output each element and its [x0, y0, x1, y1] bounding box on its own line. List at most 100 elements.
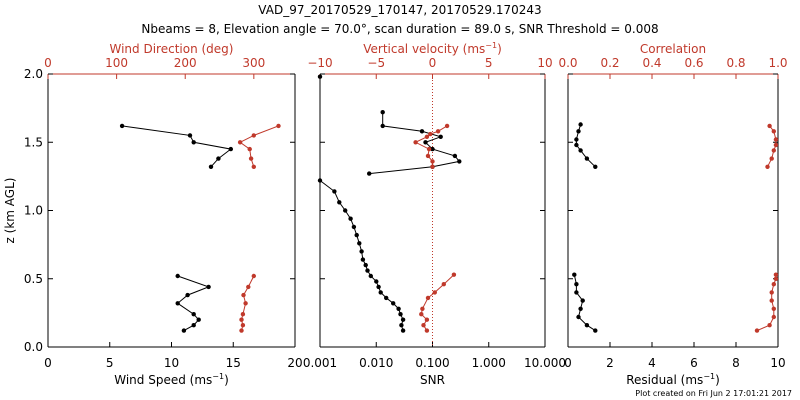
residual-panel: 0 2 4 6 8 10 0.0 0.2 0.4 0.6 0.8 1.0 Residual (ms−1)…	[558, 42, 787, 387]
data-point	[773, 142, 779, 148]
data-point	[767, 123, 772, 129]
data-point	[584, 156, 590, 161]
x-bottom-tick-label: 4	[648, 356, 656, 370]
x-top-label-tail: )	[497, 42, 502, 56]
x-top-label-text: Wind Direction (deg)	[110, 42, 234, 56]
data-point	[441, 282, 446, 287]
x-bottom-label-superscript: −1	[212, 372, 224, 381]
x-bottom-label-tail: )	[224, 373, 229, 387]
data-point	[360, 257, 366, 262]
data-point	[119, 123, 125, 129]
figure-title-line1: VAD_97_20170529_170147, 20170529.170243	[258, 3, 541, 17]
data-point	[241, 292, 246, 298]
data-point	[754, 328, 760, 333]
x-bottom-label: Wind Speed (ms−1)	[114, 372, 229, 387]
data-point	[451, 272, 457, 277]
data-point	[239, 317, 244, 322]
x-bottom-tick-label: 10	[164, 356, 179, 370]
data-point	[452, 153, 458, 159]
x-bottom-tick-label: 0	[44, 356, 52, 370]
figure-title-line2: Nbeams = 8, Elevation angle = 70.0°, sca…	[141, 22, 658, 36]
data-point	[430, 164, 435, 169]
series-line	[176, 275, 211, 332]
data-point	[593, 164, 598, 169]
data-point	[424, 317, 430, 322]
y-tick-label: 0.0	[24, 340, 43, 354]
data-point	[357, 241, 362, 246]
x-bottom-tick-label: 0.010	[359, 356, 393, 370]
x-bottom-tick-label: 0.100	[415, 356, 449, 370]
data-point	[246, 284, 251, 290]
data-point	[773, 137, 779, 142]
data-point	[765, 164, 770, 169]
data-point	[426, 146, 432, 152]
data-point	[398, 312, 403, 317]
x-bottom-label-superscript: −1	[703, 372, 715, 381]
x-top-label: Correlation	[640, 42, 706, 56]
data-point	[771, 129, 776, 134]
data-point	[251, 133, 256, 138]
y-tick-label: 2.0	[24, 67, 43, 81]
data-point	[317, 178, 323, 183]
data-point	[175, 273, 180, 279]
x-bottom-tick-label: 6	[690, 356, 698, 370]
data-point	[354, 232, 359, 238]
x-top-tick-label: 0	[44, 56, 52, 70]
x-bottom-label: Residual (ms−1)	[626, 372, 720, 387]
data-point	[771, 282, 776, 287]
data-point	[196, 317, 201, 322]
data-point	[457, 159, 462, 164]
data-point	[419, 312, 424, 317]
data-point	[438, 134, 443, 139]
data-point	[384, 295, 389, 301]
x-bottom-label: SNR	[420, 373, 445, 387]
x-top-label-superscript: −1	[485, 41, 497, 50]
x-bottom-tick-label: 10	[770, 356, 785, 370]
data-point	[432, 290, 437, 295]
data-point	[191, 323, 196, 328]
data-point	[435, 129, 441, 134]
x-top-tick-label: 5	[485, 56, 493, 70]
data-point	[771, 314, 776, 320]
data-point	[239, 328, 244, 333]
data-point	[185, 292, 190, 298]
x-top-tick-label: 10	[537, 56, 552, 70]
y-tick-label: 1.0	[24, 204, 43, 218]
data-point	[367, 171, 372, 176]
data-point	[187, 133, 193, 138]
x-top-label-text: Vertical velocity (ms	[363, 42, 485, 56]
data-point	[419, 129, 425, 134]
data-point	[574, 137, 579, 142]
data-point	[175, 301, 180, 306]
data-point	[251, 164, 256, 169]
x-bottom-tick-label: 5	[106, 356, 114, 370]
vertical-velocity-panel: 0.001 0.010 0.100 1.000 10.000 −10 −5 0 5 10 SNR Ve…	[303, 41, 566, 387]
data-point	[424, 328, 430, 333]
data-point	[424, 134, 430, 139]
data-point	[208, 164, 214, 169]
data-point	[237, 140, 243, 145]
x-bottom-tick-label: 15	[226, 356, 241, 370]
data-point	[206, 284, 211, 290]
x-bottom-tick-label: 20	[287, 356, 302, 370]
x-top-tick-label: 200	[174, 56, 197, 70]
x-bottom-tick-label: 2	[606, 356, 614, 370]
data-point	[228, 146, 233, 152]
data-point	[771, 148, 776, 153]
x-bottom-label-text: Residual (ms	[626, 373, 703, 387]
data-point	[425, 295, 431, 301]
data-point	[576, 314, 581, 320]
series-line	[122, 125, 232, 168]
data-point	[181, 328, 187, 333]
data-point	[572, 272, 577, 277]
y-tick-label: 1.5	[24, 135, 43, 149]
x-bottom-tick-label: 0.001	[303, 356, 337, 370]
data-point	[240, 312, 246, 317]
data-point	[374, 279, 379, 284]
data-point	[400, 317, 406, 322]
x-top-label: Wind Direction (deg)	[110, 42, 234, 56]
data-point	[247, 146, 252, 152]
data-point	[351, 224, 357, 230]
